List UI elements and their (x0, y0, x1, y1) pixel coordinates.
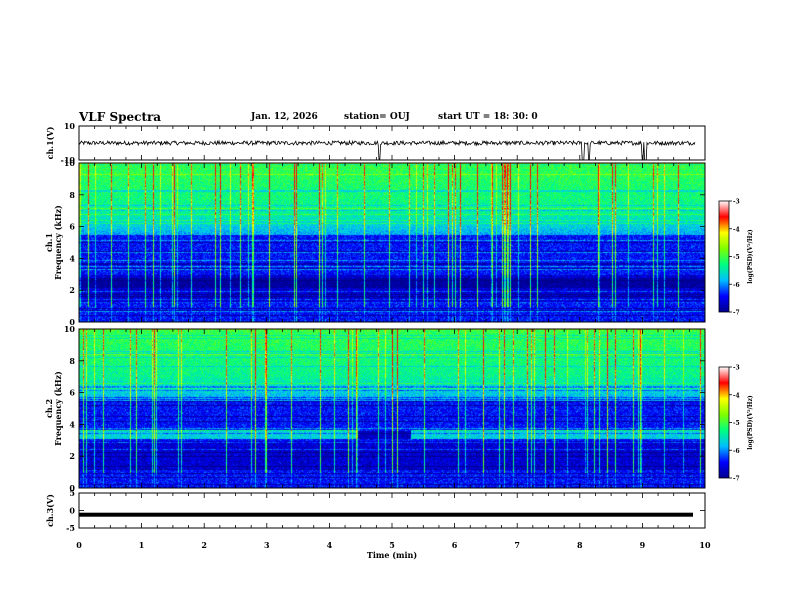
colorbar-2-label: log(PSD)(V²/Hz) (747, 395, 754, 450)
panel-2-ytick-label: 6 (69, 388, 75, 398)
colorbar-1-tick-label: -5 (733, 254, 740, 261)
panel-3-ytick-label: 5 (69, 488, 75, 498)
panel-1-ylabel: ch.1 (44, 233, 54, 252)
panel-1-ytick-label: 6 (69, 222, 75, 232)
spectrogram-2-heatmap (79, 329, 705, 488)
colorbar-1-label: log(PSD)(V²/Hz) (747, 229, 754, 284)
panel-3-ylabel: ch.3(V) (45, 494, 55, 527)
x-tick-label: 9 (640, 540, 646, 550)
colorbar-1-tick-label: -6 (733, 282, 740, 289)
colorbar-2-tick-label: -6 (733, 448, 740, 455)
panel-0-ytick-label: 10 (64, 121, 76, 131)
colorbar-1-tick-label: -7 (733, 310, 740, 317)
x-tick-label: 4 (327, 540, 333, 550)
spectrogram-1-heatmap (79, 163, 705, 322)
x-tick-label: 1 (139, 540, 145, 550)
panel-2-ylabel-freq: Frequency (kHz) (53, 371, 63, 446)
panel-3-frame (78, 492, 706, 529)
x-tick-label: 8 (577, 540, 583, 550)
x-tick-label: 7 (514, 540, 520, 550)
panel-0-ytick-label: -10 (61, 155, 76, 165)
panel-1-ylabel-freq: Frequency (kHz) (53, 205, 63, 280)
ch3-waveform-line (79, 512, 693, 517)
panel-3-ytick-label: 0 (69, 506, 75, 516)
panel-3-ytick-label: -5 (66, 523, 75, 533)
x-tick-label: 0 (76, 540, 82, 550)
colorbar-2-tick-label: -4 (733, 392, 740, 399)
panel-2-ytick-label: 10 (64, 324, 76, 334)
panel-2-ytick-label: 0 (69, 483, 75, 493)
colorbar-2-tick-label: -5 (733, 420, 740, 427)
spectrogram-2-image (79, 329, 705, 488)
ch1-waveform-line (78, 139, 696, 161)
panel-2-ytick-label: 2 (69, 451, 75, 461)
colorbar-2 (718, 366, 730, 479)
panel-1-ytick-label: 0 (69, 317, 75, 327)
figure-title: VLF Spectra (79, 110, 162, 124)
x-tick-label: 10 (699, 540, 711, 550)
panel-1-ytick-label: 8 (69, 190, 75, 200)
panel-1-ytick-label: 2 (69, 285, 75, 295)
x-tick-label: 6 (452, 540, 458, 550)
colorbar-2-tick-label: -7 (733, 476, 740, 483)
x-axis-label: Time (min) (367, 550, 417, 560)
x-tick-label: 5 (389, 540, 395, 550)
colorbar-1-tick-label: -3 (733, 199, 740, 206)
panel-0-ylabel: ch.1(V) (45, 126, 55, 159)
panel-2-ytick-label: 4 (69, 419, 75, 429)
start-time-label: start UT = 18: 30: 0 (438, 112, 538, 122)
spectrogram-1-image (79, 163, 705, 322)
panel-1-ytick-label: 10 (64, 158, 76, 168)
colorbar-1-tick-label: -4 (733, 226, 740, 233)
colorbar-2-tick-label: -3 (733, 365, 740, 372)
date-label: Jan. 12, 2026 (251, 112, 318, 122)
x-tick-label: 3 (264, 540, 270, 550)
x-tick-label: 2 (201, 540, 207, 550)
station-label: station= OUJ (344, 112, 410, 122)
panel-1-ytick-label: 4 (69, 253, 75, 263)
panel-2-ylabel: ch.2 (44, 399, 54, 418)
colorbar-1 (718, 200, 730, 313)
panel-2-ytick-label: 8 (69, 356, 75, 366)
